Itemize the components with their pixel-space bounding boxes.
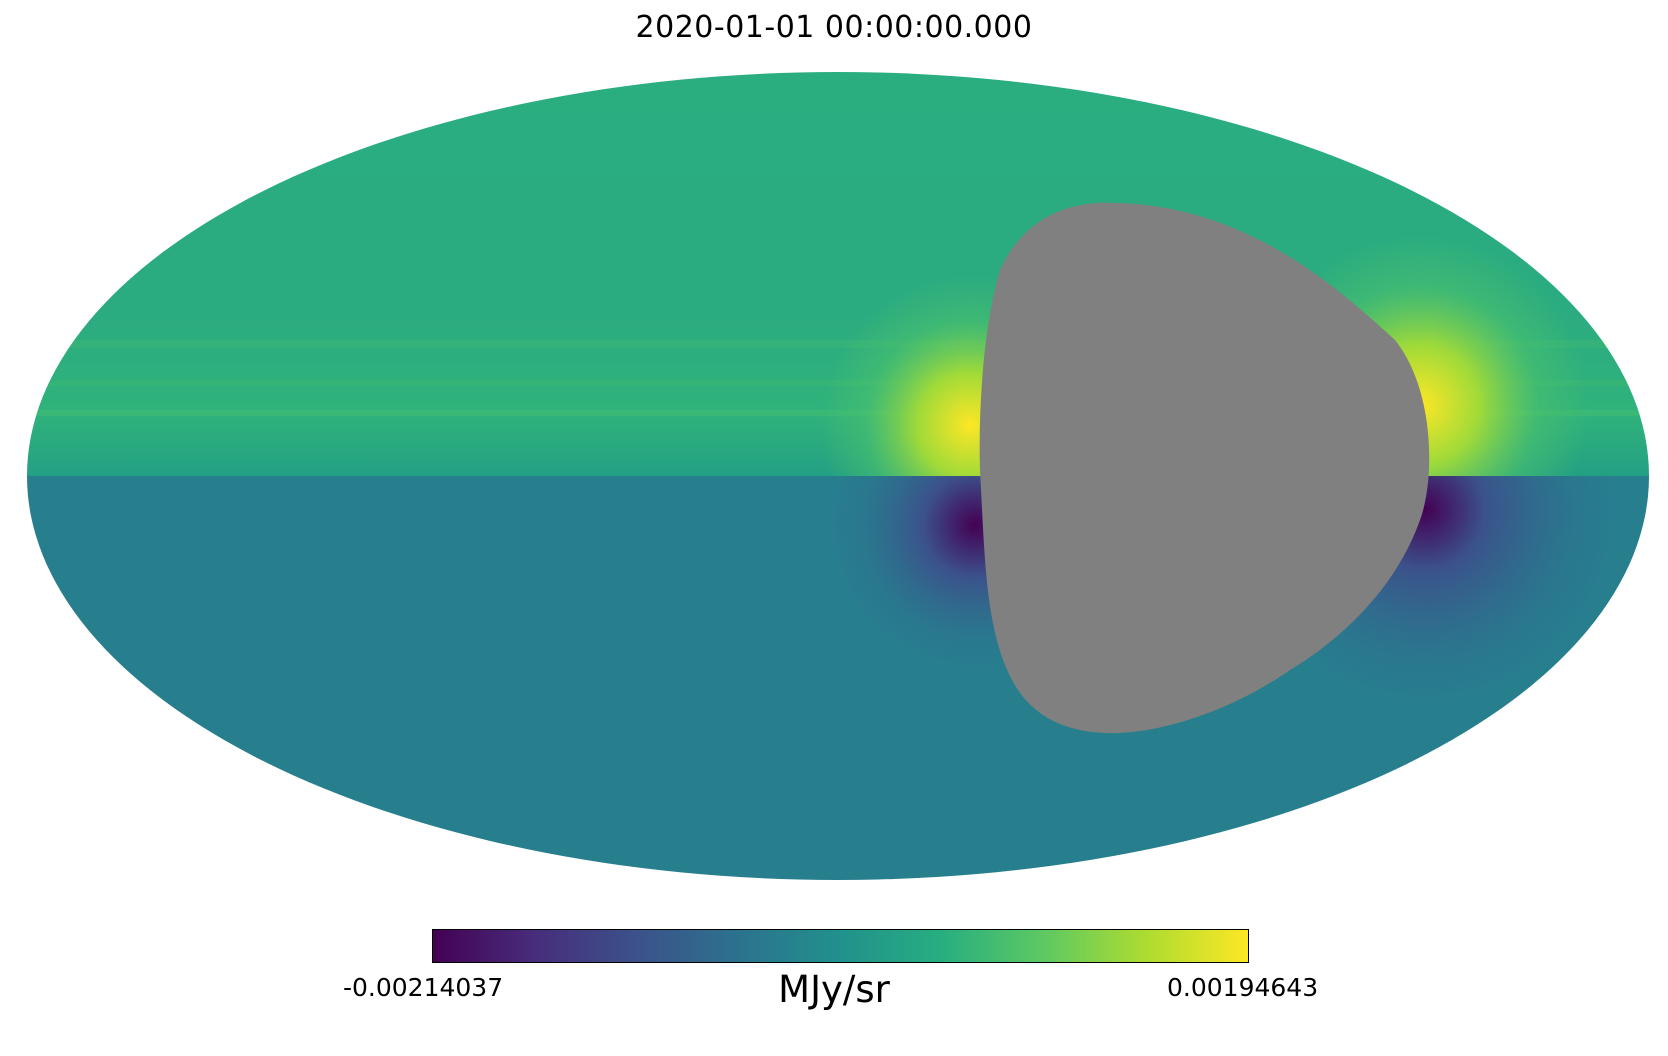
masked-region	[979, 202, 1430, 734]
mollweide-sky-map	[27, 72, 1649, 880]
colorbar-min-label: -0.00214037	[343, 973, 504, 1002]
map-title: 2020-01-01 00:00:00.000	[635, 10, 1033, 45]
colorbar-unit-label: MJy/sr	[778, 968, 890, 1011]
colorbar	[432, 929, 1249, 963]
sky-map-field	[27, 72, 1649, 880]
colorbar-max-label: 0.00194643	[1167, 973, 1319, 1002]
